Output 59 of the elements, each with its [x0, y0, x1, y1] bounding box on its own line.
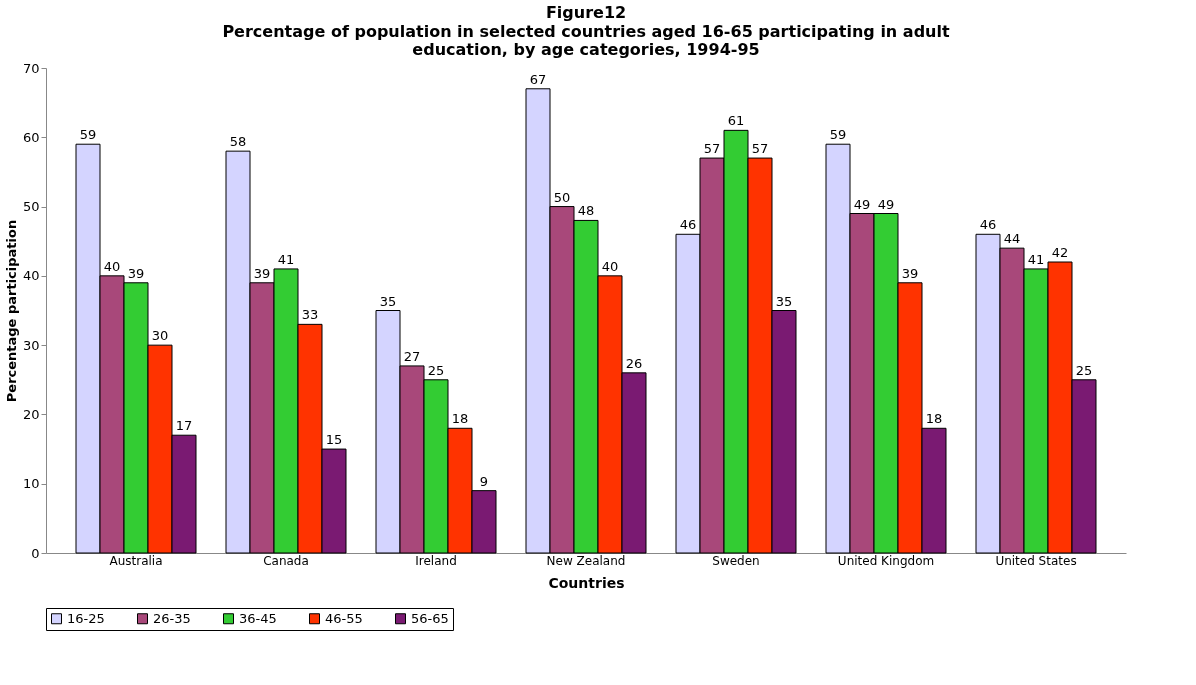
data-label: 18 [451, 411, 469, 427]
legend-label: 26-35 [153, 610, 191, 626]
x-tick-label: United Kingdom [837, 553, 935, 568]
data-label: 30 [151, 328, 169, 344]
data-label: 9 [479, 473, 489, 489]
y-tick-label: 40 [22, 268, 40, 284]
data-label: 33 [301, 307, 319, 323]
data-label: 44 [1003, 231, 1021, 247]
data-label: 57 [703, 141, 721, 157]
data-label: 26 [625, 355, 643, 371]
data-label: 25 [1075, 362, 1093, 378]
legend-label: 46-55 [325, 610, 363, 626]
data-label: 50 [553, 189, 571, 205]
data-label: 61 [727, 113, 745, 129]
data-label: 49 [877, 196, 895, 212]
x-axis-title: Countries [548, 574, 625, 591]
x-tick-label: Australia [109, 553, 163, 568]
data-label: 67 [529, 71, 547, 87]
legend-label: 36-45 [239, 610, 277, 626]
y-tick-label: 70 [22, 60, 40, 76]
data-label: 46 [679, 217, 697, 233]
y-tick-label: 30 [22, 337, 40, 353]
data-label: 41 [277, 251, 295, 267]
legend-label: 16-25 [67, 610, 105, 626]
data-label: 46 [979, 217, 997, 233]
x-tick-label: Sweden [712, 553, 760, 568]
data-label: 49 [853, 196, 871, 212]
y-tick-label: 10 [22, 476, 40, 492]
x-tick-label: Canada [263, 553, 309, 568]
data-label: 57 [751, 141, 769, 157]
legend-label: 56-65 [411, 610, 449, 626]
x-tick-label: Ireland [415, 553, 457, 568]
data-label: 18 [925, 411, 943, 427]
y-tick-label: 20 [22, 406, 40, 422]
data-label: 59 [79, 127, 97, 143]
data-label: 25 [427, 362, 445, 378]
data-label: 35 [379, 293, 397, 309]
data-label: 58 [229, 134, 247, 150]
data-label: 40 [103, 258, 121, 274]
y-tick-label: 0 [31, 545, 40, 561]
data-label: 40 [601, 258, 619, 274]
y-tick-label: 50 [22, 199, 40, 215]
x-tick-label: United States [995, 553, 1077, 568]
chart-title: Figure12 [545, 3, 627, 22]
data-label: 39 [253, 265, 271, 281]
x-tick-label: New Zealand [546, 553, 626, 568]
data-label: 27 [403, 348, 421, 364]
y-tick-label: 60 [22, 129, 40, 145]
data-label: 35 [775, 293, 793, 309]
data-label: 17 [175, 418, 193, 434]
data-label: 59 [829, 127, 847, 143]
data-label: 39 [901, 265, 919, 281]
y-axis-title: Percentage participation [3, 219, 19, 403]
chart-subtitle: Percentage of population in selected countries aged 16-65 participating in adult education, by age categories, 1994-95 [222, 22, 950, 59]
data-label: 42 [1051, 245, 1069, 260]
data-label: 39 [127, 265, 145, 281]
data-label: 41 [1027, 251, 1045, 267]
data-label: 15 [325, 432, 343, 448]
data-label: 48 [577, 203, 595, 219]
